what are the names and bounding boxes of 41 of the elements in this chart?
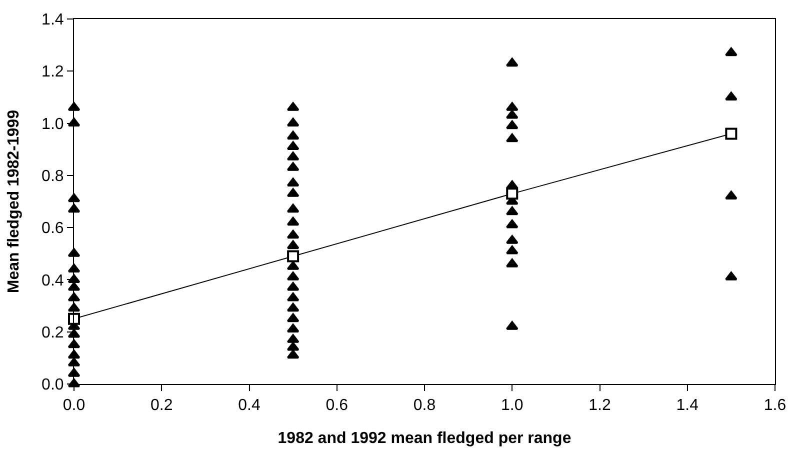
point bbox=[286, 292, 300, 302]
point bbox=[286, 302, 300, 312]
point bbox=[506, 110, 518, 119]
point bbox=[724, 47, 738, 56]
y-tick-label: 1.4 bbox=[42, 12, 64, 29]
x-axis-title: 1982 and 1992 mean fledged per range bbox=[278, 430, 572, 447]
point bbox=[286, 216, 300, 226]
point bbox=[724, 190, 738, 200]
point bbox=[286, 240, 300, 250]
x-tick-label: 0.8 bbox=[413, 397, 436, 414]
x-tick-label: 0.6 bbox=[326, 397, 348, 414]
point bbox=[286, 118, 300, 127]
point bbox=[725, 128, 738, 140]
point bbox=[506, 120, 518, 130]
point bbox=[506, 188, 518, 200]
point bbox=[286, 130, 300, 140]
point bbox=[506, 58, 518, 67]
x-tick-label: 0.4 bbox=[238, 397, 260, 414]
point bbox=[506, 206, 518, 216]
x-tick-label: 1.2 bbox=[588, 397, 611, 414]
point bbox=[286, 313, 300, 322]
point bbox=[287, 250, 300, 262]
point bbox=[286, 230, 300, 239]
x-tick-label: 1.4 bbox=[676, 397, 699, 414]
y-axis-title: Mean fledged 1982-1999 bbox=[5, 110, 22, 294]
y-tick-label: 1.2 bbox=[42, 64, 64, 81]
y-tick-label: 1.0 bbox=[42, 116, 64, 133]
point bbox=[68, 312, 80, 325]
y-tick-label: 0.4 bbox=[42, 272, 64, 290]
y-tick-label: 0.6 bbox=[42, 220, 64, 238]
point bbox=[286, 350, 300, 359]
y-tick-label: 0.8 bbox=[42, 168, 64, 186]
y-tick-label: 0.0 bbox=[42, 376, 64, 394]
x-tick-label: 0.2 bbox=[150, 397, 173, 414]
point bbox=[286, 204, 300, 213]
x-tick-label: 1.0 bbox=[501, 397, 524, 414]
x-tick-label: 1.6 bbox=[764, 397, 786, 414]
point bbox=[506, 133, 518, 142]
x-tick-label: 0.0 bbox=[62, 397, 86, 414]
y-tick-label: 0.2 bbox=[42, 324, 64, 342]
point bbox=[506, 219, 518, 228]
